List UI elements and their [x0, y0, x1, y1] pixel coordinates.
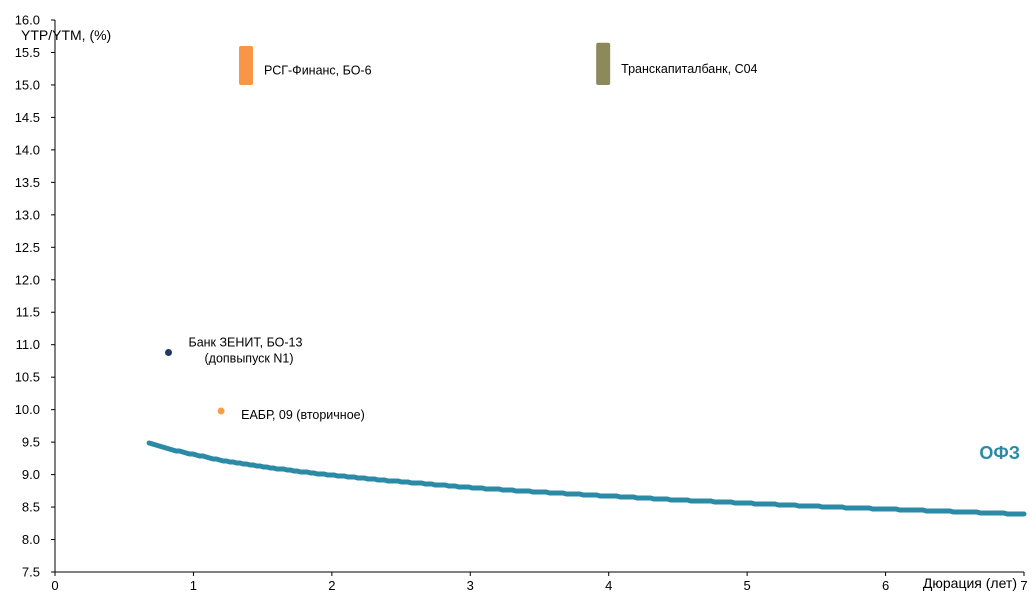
y-tick-label: 13.0 — [15, 207, 40, 222]
y-tick-label: 14.5 — [15, 110, 40, 125]
x-axis: 0 1 2 3 4 5 6 7 — [51, 571, 1028, 593]
y-tick-label: 9.5 — [22, 435, 40, 450]
x-tick-label: 5 — [744, 578, 751, 593]
bond-points: Банк ЗЕНИТ, БО-13 (допвыпуск N1) ЕАБР, 09 … — [165, 335, 365, 422]
y-tick-label: 11.5 — [16, 305, 40, 320]
range-label: РСГ-Финанс, БО-6 — [264, 63, 372, 77]
y-tick-label: 14.0 — [15, 142, 40, 157]
y-tick-label: 12.0 — [15, 272, 40, 287]
x-tick-label: 6 — [882, 578, 889, 593]
y-tick-label: 7.5 — [22, 565, 40, 580]
y-tick-label: 12.5 — [15, 240, 40, 255]
x-tick-label: 2 — [328, 578, 335, 593]
y-tick-label: 13.5 — [15, 175, 40, 190]
ofz-curve-group — [146, 440, 1027, 517]
y-axis-title: YTP/YTM, (%) — [21, 27, 111, 43]
x-axis-title: Дюрация (лет) — [923, 575, 1017, 591]
bond-point-label: Банк ЗЕНИТ, БО-13 — [189, 335, 303, 349]
bond-point-label: ЕАБР, 09 (вторичное) — [241, 408, 365, 422]
range-markers: РСГ-Финанс, БО-6 Транскапиталбанк, С04 — [239, 42, 758, 85]
y-tick-label: 11.0 — [16, 337, 40, 352]
ofz-curve-line — [146, 440, 1027, 517]
x-ticks: 0 1 2 3 4 5 6 7 — [51, 572, 1028, 593]
range-bar — [596, 42, 611, 85]
ofz-series-label: ОФЗ — [979, 443, 1020, 463]
y-tick-label: 10.5 — [15, 370, 40, 385]
y-axis: 7.5 8.0 8.5 9.0 9.5 10.0 10.5 11.0 11.5 12.0 12.5 1… — [15, 13, 56, 580]
y-tick-label: 9.0 — [22, 467, 40, 482]
y-tick-label: 8.0 — [22, 532, 40, 547]
y-tick-label: 15.0 — [15, 77, 40, 92]
y-tick-label: 16.0 — [15, 13, 40, 28]
x-tick-label: 0 — [51, 578, 58, 593]
y-tick-label: 8.5 — [22, 500, 40, 515]
y-ticks: 7.5 8.0 8.5 9.0 9.5 10.0 10.5 11.0 11.5 12.0 12.5 1… — [15, 13, 55, 580]
x-tick-label: 4 — [605, 578, 612, 593]
range-bar — [239, 45, 254, 85]
bond-point — [217, 407, 225, 415]
y-tick-label: 15.5 — [15, 45, 40, 60]
x-tick-label: 3 — [467, 578, 474, 593]
bond-point — [165, 348, 173, 356]
y-tick-label: 10.0 — [15, 402, 40, 417]
bond-point-label-line2: (допвыпуск N1) — [205, 351, 294, 365]
x-tick-label: 1 — [190, 578, 197, 593]
range-label: Транскапиталбанк, С04 — [621, 62, 757, 76]
x-tick-label: 7 — [1020, 578, 1027, 593]
